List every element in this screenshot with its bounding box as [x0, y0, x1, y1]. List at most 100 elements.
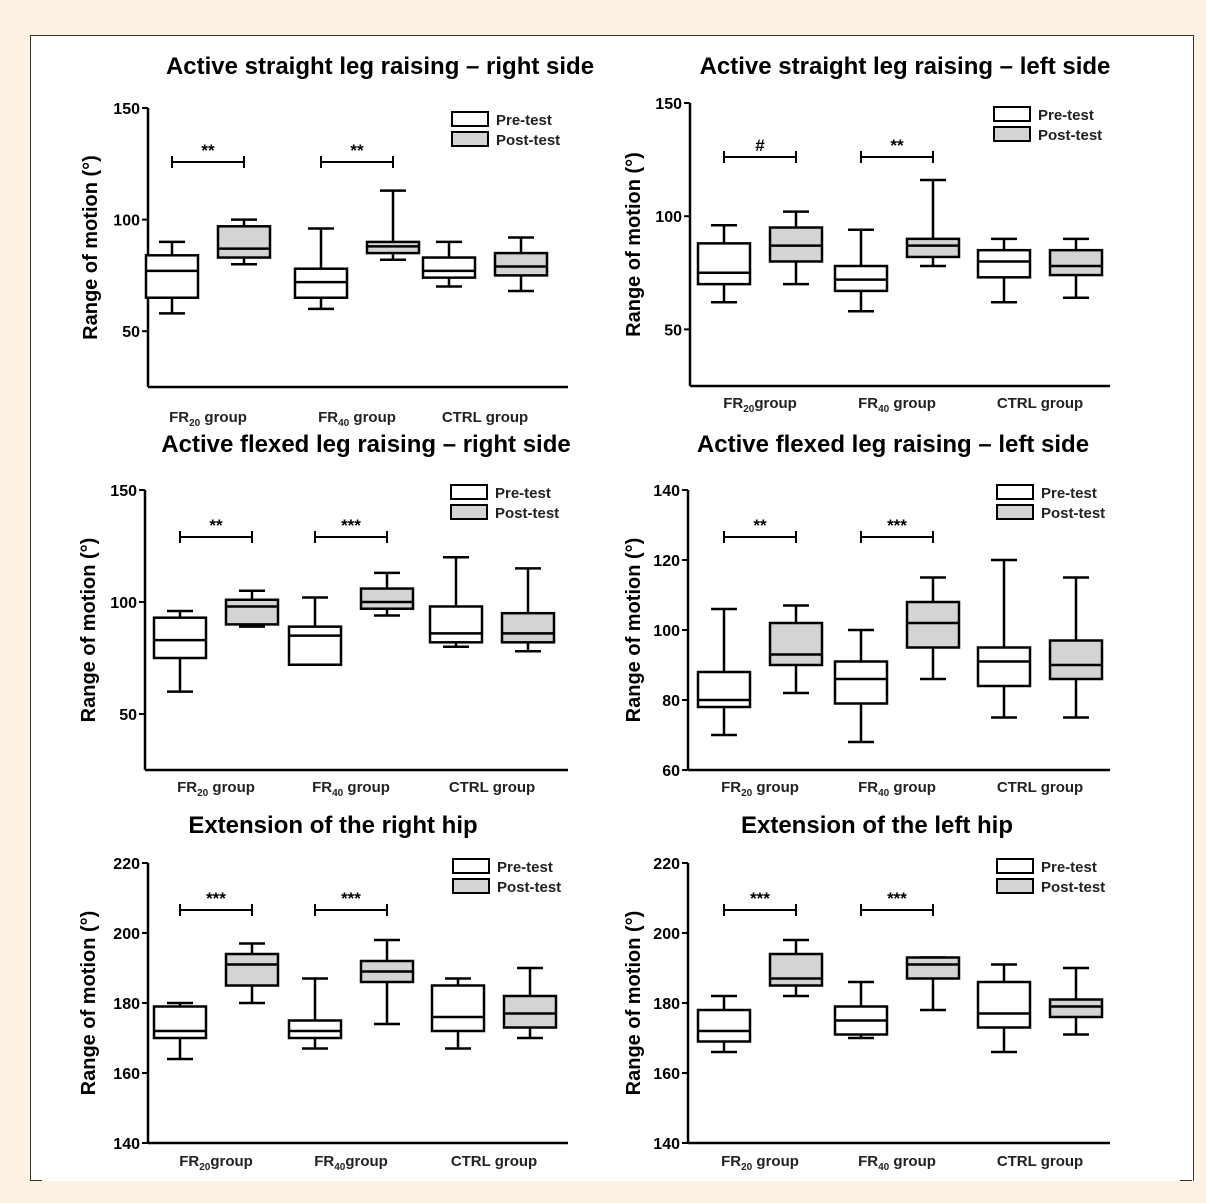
legend-swatch-post	[451, 131, 489, 147]
chart-panel-4: Active flexed leg raising – left side Ran…	[623, 431, 1110, 799]
legend-label-pre: Pre-test	[1041, 859, 1097, 876]
box-pre-group-1	[152, 1001, 208, 1061]
box-pre-group-1	[696, 224, 752, 304]
box-iqr	[287, 1019, 343, 1040]
y-tick-label: 200	[653, 926, 680, 943]
legend-swatch-post	[452, 878, 490, 894]
y-tick-label: 140	[653, 483, 680, 500]
category-label: CTRL group	[449, 779, 535, 796]
legend-swatch-post	[996, 878, 1034, 894]
box-iqr	[768, 621, 824, 667]
box-iqr	[144, 254, 200, 299]
legend-swatch-post	[450, 504, 488, 520]
legend-label-post: Post-test	[1041, 505, 1105, 522]
significance-bracket: **	[723, 516, 797, 543]
y-tick-label: 100	[655, 209, 682, 226]
box-iqr	[833, 660, 889, 705]
category-label: FR40group	[314, 1153, 388, 1173]
category-label: FR20group	[179, 1153, 253, 1173]
chart-title: Active flexed leg raising – left side	[697, 431, 1089, 458]
legend-swatch-pre	[452, 858, 490, 874]
box-iqr	[287, 625, 343, 666]
box-post-group-2	[905, 178, 961, 268]
box-pre-group-2	[833, 628, 889, 744]
box-post-group-2	[905, 576, 961, 681]
legend-swatch-post	[996, 504, 1034, 520]
box-iqr	[696, 242, 752, 286]
frame-corner-left	[30, 1180, 42, 1181]
box-pre-group-3	[976, 558, 1032, 719]
box-post-group-3	[502, 966, 558, 1040]
chart-title: Extension of the right hip	[188, 812, 477, 839]
significance-bracket: **	[171, 141, 245, 168]
legend: Pre-test Post-test	[993, 106, 1102, 144]
box-post-group-2	[359, 571, 415, 617]
y-axis-label: Range of motion (°)	[80, 155, 102, 340]
legend-label-post: Post-test	[1038, 127, 1102, 144]
y-tick-label: 120	[653, 553, 680, 570]
significance-label: **	[209, 516, 223, 535]
box-iqr	[216, 225, 272, 259]
y-axis-label: Range of motion (°)	[623, 911, 645, 1096]
significance-bracket: **	[860, 136, 934, 163]
category-label: FR20 group	[169, 409, 247, 429]
box-iqr	[493, 251, 549, 277]
box-pre-group-3	[976, 237, 1032, 304]
box-iqr	[359, 587, 415, 610]
box-post-group-3	[493, 236, 549, 293]
box-pre-group-1	[696, 994, 752, 1054]
box-pre-group-3	[428, 555, 484, 649]
chart-title: Active straight leg raising – right side	[166, 53, 594, 80]
y-tick-label: 50	[119, 707, 137, 724]
box-pre-group-1	[144, 240, 200, 315]
category-label: CTRL group	[997, 779, 1083, 796]
category-label: FR40 group	[858, 1153, 936, 1173]
box-iqr	[1048, 639, 1104, 681]
significance-label: ***	[750, 889, 770, 908]
category-label: FR40 group	[858, 395, 936, 415]
significance-label: ***	[341, 516, 361, 535]
box-iqr	[696, 1008, 752, 1043]
box-post-group-1	[768, 210, 824, 286]
significance-label: ***	[341, 889, 361, 908]
y-tick-label: 220	[653, 856, 680, 873]
box-post-group-1	[768, 938, 824, 998]
y-tick-label: 80	[662, 693, 680, 710]
significance-label: ***	[206, 889, 226, 908]
legend-label-pre: Pre-test	[495, 485, 551, 502]
box-pre-group-2	[833, 228, 889, 313]
legend-label-pre: Pre-test	[497, 859, 553, 876]
box-iqr	[976, 646, 1032, 688]
box-iqr	[224, 952, 280, 987]
box-post-group-1	[224, 589, 280, 628]
box-pre-group-1	[696, 607, 752, 737]
category-label: FR20group	[723, 395, 797, 415]
legend-swatch-pre	[996, 484, 1034, 500]
y-tick-label: 100	[653, 623, 680, 640]
legend-label-post: Post-test	[1041, 879, 1105, 896]
box-pre-group-2	[287, 596, 343, 666]
legend: Pre-test Post-test	[996, 858, 1105, 896]
significance-label: #	[755, 136, 765, 155]
significance-bracket: ***	[860, 516, 934, 543]
y-tick-label: 50	[664, 322, 682, 339]
significance-bracket: ***	[860, 889, 934, 916]
box-iqr	[224, 598, 280, 626]
significance-label: **	[350, 141, 364, 160]
legend: Pre-test Post-test	[451, 111, 560, 149]
significance-bracket: #	[723, 136, 797, 163]
legend-label-pre: Pre-test	[1041, 485, 1097, 502]
category-label: FR40 group	[318, 409, 396, 429]
box-pre-group-2	[293, 227, 349, 311]
legend-label-post: Post-test	[495, 505, 559, 522]
y-tick-label: 160	[113, 1066, 140, 1083]
legend-label-pre: Pre-test	[496, 112, 552, 129]
significance-label: **	[890, 136, 904, 155]
legend: Pre-test Post-test	[996, 484, 1105, 522]
legend-swatch-pre	[451, 111, 489, 127]
y-tick-label: 180	[113, 996, 140, 1013]
y-tick-label: 160	[653, 1066, 680, 1083]
category-label: FR40 group	[858, 779, 936, 799]
y-axis-label: Range of motion (°)	[78, 538, 100, 723]
legend-label-post: Post-test	[496, 132, 560, 149]
